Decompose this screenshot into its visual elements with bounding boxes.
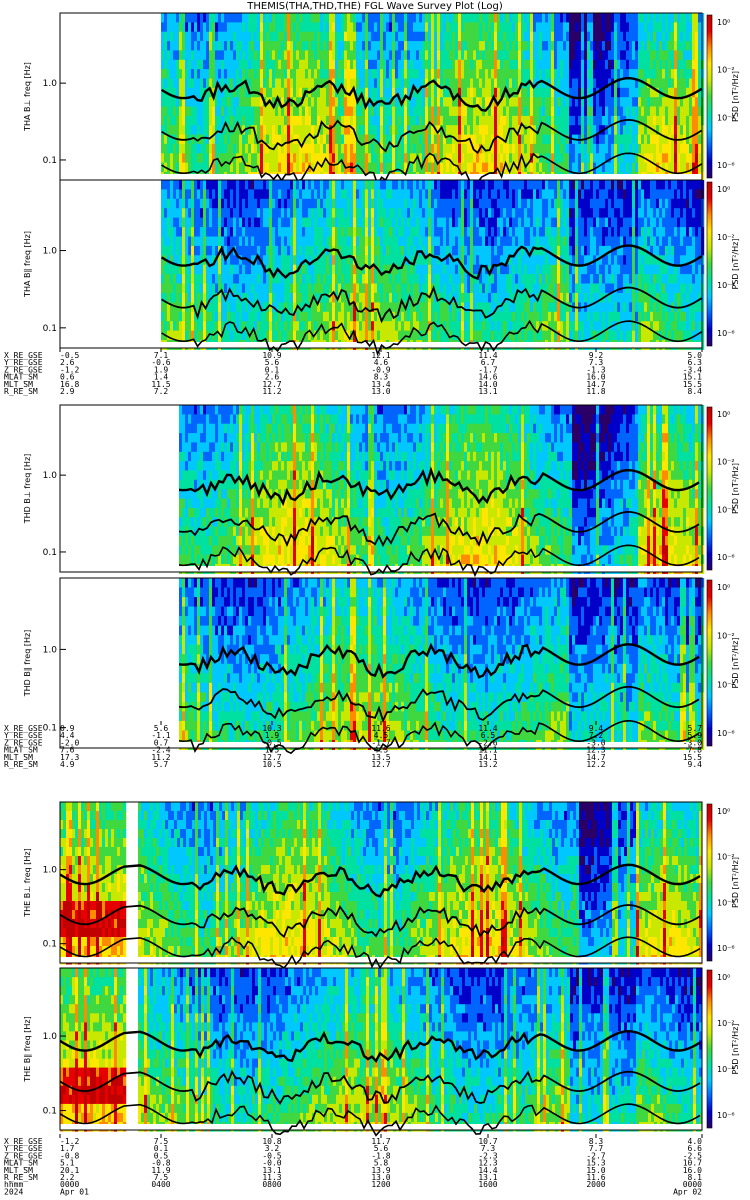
ephemeris-value: 4.9	[60, 760, 75, 769]
colorbar-tick-label: 10⁰	[717, 185, 730, 194]
y-tick-label: 0.1	[43, 324, 57, 334]
colorbar-label: PSD [nT²/Hz]	[731, 239, 740, 290]
y-tick-label: 1.0	[43, 471, 58, 481]
colorbar-label: PSD [nT²/Hz]	[731, 857, 740, 908]
colorbar	[707, 804, 712, 961]
y-axis-label: THD B∥ freq [Hz]	[23, 630, 32, 698]
panel-floor	[60, 957, 702, 963]
ephemeris-value: 10.5	[262, 760, 281, 769]
colorbar	[707, 970, 712, 1128]
y-axis-label: THD B⊥ freq [Hz]	[23, 454, 32, 525]
colorbar-tick-label: 10⁰	[717, 807, 730, 816]
y-tick-label: 1.0	[43, 79, 58, 89]
ephemeris-row-label: 2024	[4, 1187, 23, 1196]
ephemeris-value: 9.4	[688, 760, 703, 769]
y-axis-label: THE B⊥ freq [Hz]	[23, 848, 32, 917]
ephemeris-value: 0800	[262, 1180, 281, 1189]
colorbar-tick-label: 10⁻⁶	[717, 944, 735, 953]
ephemeris-value: 5.7	[154, 760, 169, 769]
spectrogram-image	[161, 180, 704, 350]
ephemeris-value: 2000	[586, 1180, 605, 1189]
ephemeris-value: 11.8	[586, 387, 605, 396]
y-tick-label: 0.1	[43, 1107, 57, 1117]
spectrogram-image	[60, 968, 702, 1132]
y-tick-label: 1.0	[43, 866, 58, 876]
colorbar-tick-label: 10⁻⁶	[717, 1111, 735, 1120]
y-tick-label: 0.1	[43, 548, 57, 558]
ephemeris-value: 11.2	[262, 387, 281, 396]
ephemeris-value: 13.2	[478, 760, 497, 769]
ephemeris-value: 2.9	[60, 387, 75, 396]
ephemeris-table-the: X_RE_GSE -1.2 7.5 10.8 11.7 10.7 8.3 4.0Y_RE_GS…	[4, 1134, 702, 1196]
spectrogram-image	[60, 802, 702, 965]
colorbar-tick-label: 10⁰	[717, 410, 730, 419]
ephemeris-value: 8.4	[688, 387, 703, 396]
colorbar	[707, 182, 712, 346]
ephemeris-value: 13.1	[478, 387, 497, 396]
colorbar-label: PSD [nT²/Hz]	[731, 638, 740, 689]
colorbar-label: PSD [nT²/Hz]	[731, 463, 740, 514]
colorbar-tick-label: 10⁻⁶	[717, 553, 735, 562]
ephemeris-value: Apr 02	[673, 1187, 702, 1196]
ephemeris-value: 13.0	[371, 387, 390, 396]
y-tick-label: 0.1	[43, 724, 57, 734]
ephemeris-value: 0400	[151, 1180, 170, 1189]
y-axis-label: THA B∥ freq [Hz]	[23, 231, 32, 298]
colorbar	[707, 407, 712, 570]
y-tick-label: 1.0	[43, 247, 58, 257]
colorbar-label: PSD [nT²/Hz]	[731, 1024, 740, 1075]
colorbar-tick-label: 10⁰	[717, 18, 730, 27]
ephemeris-row-label: R_RE_SM	[4, 760, 38, 769]
ephemeris-value: 1200	[371, 1180, 390, 1189]
y-axis-label: THA B⊥ freq [Hz]	[23, 62, 32, 132]
ephemeris-value: Apr 01	[60, 1187, 89, 1196]
y-axis-label: THE B∥ freq [Hz]	[23, 1016, 32, 1082]
ephemeris-value: 1600	[478, 1180, 497, 1189]
colorbar-tick-label: 10⁰	[717, 973, 730, 982]
colorbar-tick-label: 10⁰	[717, 583, 730, 592]
y-tick-label: 0.1	[43, 156, 57, 166]
ephemeris-value: 7.2	[154, 387, 169, 396]
y-tick-label: 0.1	[43, 940, 57, 950]
ephemeris-table-tha: X_RE_GSE -0.5 7.1 10.9 12.1 11.4 9.2 5.0Y_RE_GS…	[4, 348, 702, 396]
colorbar	[707, 580, 712, 746]
colorbar-label: PSD [nT²/Hz]	[731, 71, 740, 122]
y-tick-label: 1.0	[43, 645, 58, 655]
ephemeris-value: 12.2	[586, 760, 605, 769]
ephemeris-value: 12.7	[371, 760, 390, 769]
ephemeris-row-label: R_RE_SM	[4, 387, 38, 396]
colorbar-tick-label: 10⁻⁶	[717, 329, 735, 338]
colorbar-tick-label: 10⁻⁶	[717, 161, 735, 170]
colorbar	[707, 15, 712, 178]
colorbar-tick-label: 10⁻⁶	[717, 729, 735, 738]
y-tick-label: 1.0	[43, 1032, 58, 1042]
